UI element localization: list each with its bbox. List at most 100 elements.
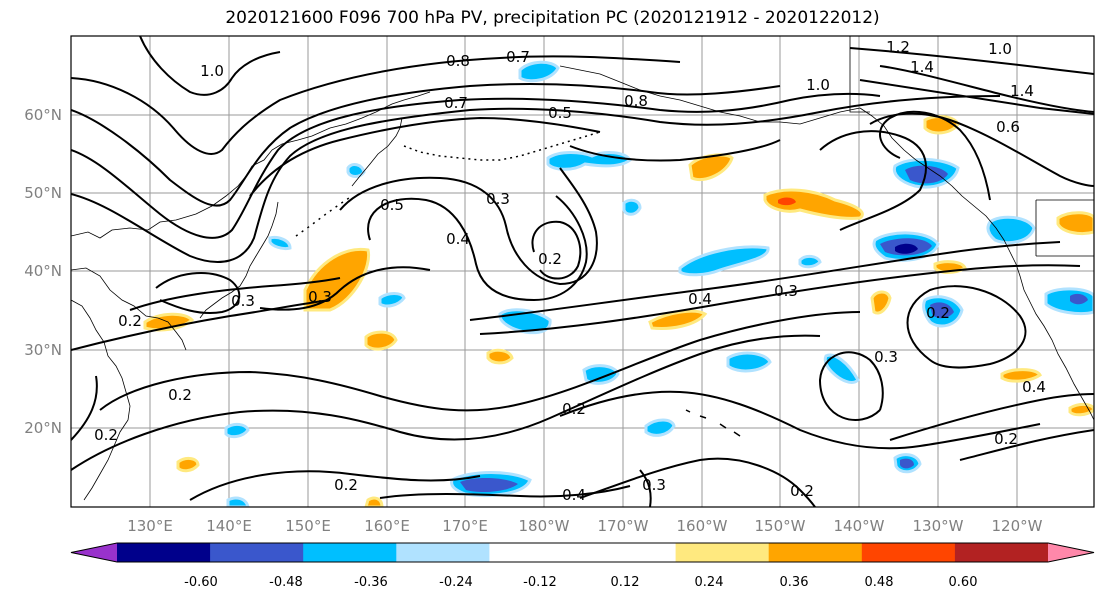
precip-positive-area <box>763 188 864 220</box>
precip-negative-area <box>1044 287 1094 316</box>
pv-contour <box>889 393 1094 441</box>
colorbar-extend-low <box>71 543 117 562</box>
pv-contour <box>71 334 821 471</box>
pv-contour <box>819 130 927 231</box>
pv-contour <box>71 55 681 155</box>
contour-label: 0.3 <box>308 288 332 306</box>
contour-label: 1.2 <box>886 38 910 56</box>
aleutian-islands <box>403 131 601 161</box>
colorbar-tick-label: -0.48 <box>269 575 303 590</box>
precip-negative-area <box>622 198 642 216</box>
lon-label: 130°E <box>127 517 173 535</box>
precip-positive-area <box>364 496 384 507</box>
lat-label: 50°N <box>24 184 62 202</box>
lon-label: 140°E <box>206 517 252 535</box>
contour-label: 0.3 <box>231 292 255 310</box>
pv-contour <box>879 110 991 201</box>
precip-negative-area <box>726 351 772 373</box>
contour-label: 1.4 <box>1010 82 1034 100</box>
contour-label: 0.2 <box>118 312 142 330</box>
pv-contour <box>579 457 816 507</box>
colorbar-tick-labels: -0.60 -0.48 -0.36 -0.24 -0.12 0.12 0.24 … <box>184 575 977 590</box>
precip-strong-negative-area <box>930 302 954 319</box>
contour-label: 0.2 <box>994 430 1018 448</box>
precip-negative-area <box>518 60 560 83</box>
asia-coastline <box>71 91 431 239</box>
pv-contour <box>849 47 1094 75</box>
pv-contour <box>569 139 781 162</box>
lon-label: 130°W <box>913 517 964 535</box>
pv-contour <box>339 167 598 286</box>
colorbar <box>70 542 1095 563</box>
kamchatka-coastline <box>351 117 403 187</box>
precip-positive-area <box>364 330 398 351</box>
pv-contour <box>559 390 1041 450</box>
contour-label: 0.8 <box>446 52 470 70</box>
lat-label: 60°N <box>24 106 62 124</box>
canada-border <box>849 36 870 113</box>
lon-label: 180°W <box>519 517 570 535</box>
contour-label: 0.8 <box>624 92 648 110</box>
lat-label: 40°N <box>24 262 62 280</box>
colorbar-segment <box>675 543 770 562</box>
graticule <box>71 36 1094 507</box>
pv-contour <box>249 116 601 197</box>
pv-contour <box>818 351 884 421</box>
pv-contour <box>479 264 1081 335</box>
contour-label: 0.2 <box>168 386 192 404</box>
colorbar-segment <box>489 543 583 562</box>
pv-contour <box>959 429 1094 461</box>
lon-label: 160°W <box>677 517 728 535</box>
contour-label: 0.3 <box>874 348 898 366</box>
map-frame <box>70 35 1095 508</box>
contour-label: 0.6 <box>996 118 1020 136</box>
contour-label: 1.0 <box>806 76 830 94</box>
precip-positive-area <box>303 247 371 312</box>
colorbar-tick-label: -0.36 <box>354 575 388 590</box>
contour-label: 1.0 <box>988 40 1012 58</box>
precip-negative-area <box>268 236 292 250</box>
contour-label: 0.4 <box>1022 378 1046 396</box>
colorbar-outline <box>70 542 1095 563</box>
lon-label: 150°E <box>285 517 331 535</box>
pv-contour <box>71 299 331 351</box>
pv-contour <box>469 241 1061 321</box>
pv-contour <box>71 92 881 239</box>
precip-positive-area <box>648 309 708 330</box>
contour-label: 0.2 <box>562 400 586 418</box>
contour-label: 0.2 <box>94 426 118 444</box>
colorbar-segment <box>861 543 956 562</box>
pv-contour <box>189 470 481 501</box>
contour-label: 0.2 <box>790 482 814 500</box>
colorbar-tick-label: -0.24 <box>439 575 473 590</box>
hawaii-islands <box>685 409 741 437</box>
lat-label: 20°N <box>24 419 62 437</box>
colorbar-extend-high <box>1048 543 1094 562</box>
lat-label: 30°N <box>24 341 62 359</box>
contour-label: 0.3 <box>774 282 798 300</box>
pv-contour <box>71 95 1001 263</box>
pv-contour <box>155 272 241 315</box>
pv-contours <box>71 36 1094 507</box>
longitude-labels: 130°E 140°E 150°E 160°E 170°E 180°W 170°… <box>127 517 1042 535</box>
pv-contour <box>259 266 431 311</box>
asia-coastline <box>71 299 131 501</box>
colorbar-tick-label: -0.60 <box>184 575 218 590</box>
pv-contour <box>879 65 1094 113</box>
precip-negative-area <box>346 163 366 178</box>
pv-contour <box>99 311 861 412</box>
latitude-labels: 60°N 50°N 40°N 30°N 20°N <box>24 106 62 437</box>
colorbar-tick-label: 0.24 <box>695 575 724 590</box>
island-chain <box>295 195 353 237</box>
colorbar-segment <box>768 543 863 562</box>
colorbar-segment <box>582 543 677 562</box>
colorbar-tick-label: 0.36 <box>780 575 809 590</box>
precip-positive-area <box>1000 368 1042 383</box>
pv-contour <box>531 220 582 280</box>
colorbar-segment <box>210 543 304 562</box>
contour-label: 0.2 <box>926 304 950 322</box>
lon-label: 150°W <box>755 517 806 535</box>
contour-label: 0.3 <box>642 476 666 494</box>
asia-coastline <box>71 267 187 351</box>
precip-strong-negative-area <box>1070 293 1088 305</box>
